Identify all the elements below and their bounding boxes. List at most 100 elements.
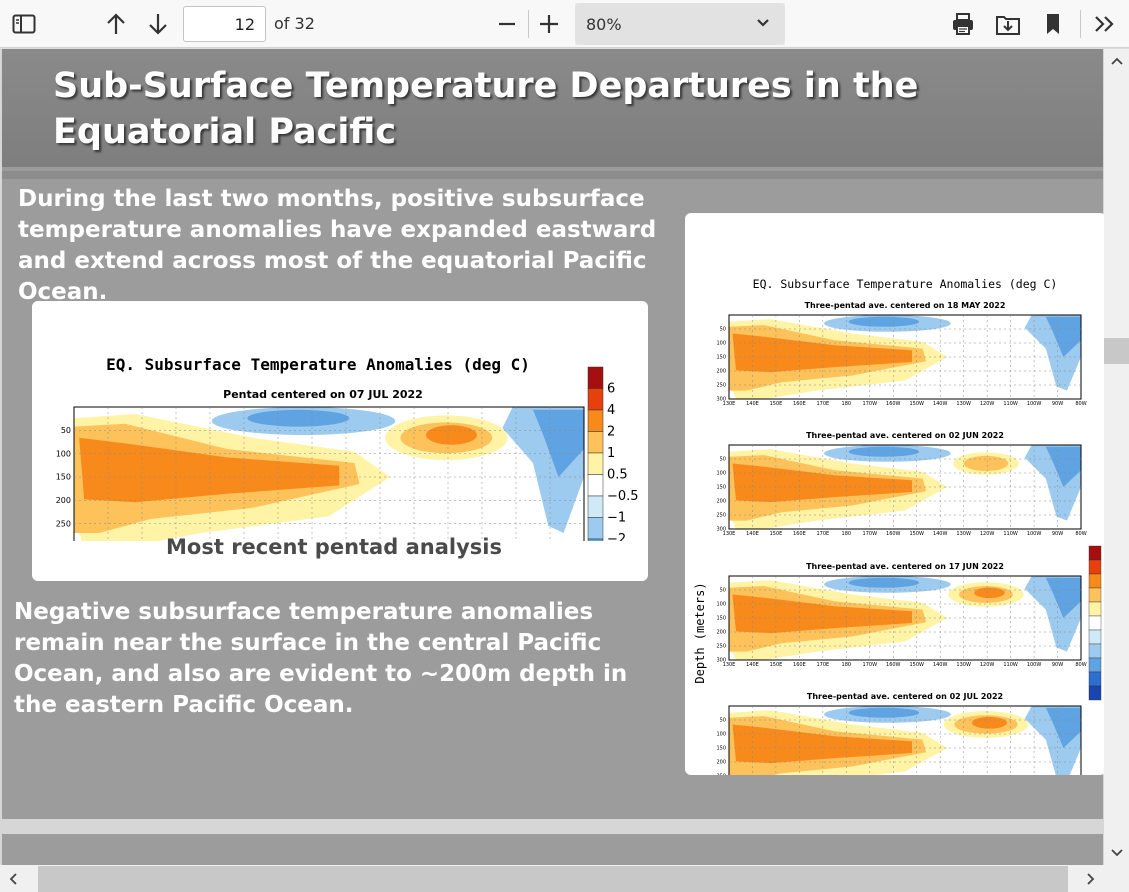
- scroll-down-button[interactable]: [1104, 842, 1129, 864]
- x-tick-label: 170W: [863, 662, 878, 668]
- scroll-right-button[interactable]: [1080, 866, 1102, 891]
- y-tick-label: 250: [716, 644, 726, 650]
- page-count-label: of 32: [274, 14, 315, 33]
- y-tick-label: 50: [720, 588, 726, 594]
- legend-swatch: [587, 474, 604, 497]
- x-tick-label: 80W: [1075, 531, 1086, 537]
- save-button[interactable]: [993, 8, 1023, 40]
- zoom-in-button[interactable]: [534, 8, 564, 40]
- y-tick-label: 200: [716, 760, 726, 766]
- previous-page-button[interactable]: [100, 8, 132, 40]
- x-tick-label: 150W: [909, 531, 924, 537]
- x-tick-label: 90W: [1052, 662, 1063, 668]
- warm-anomaly-region: [732, 333, 912, 373]
- x-tick-label: 120W: [980, 401, 995, 407]
- cool-anomaly-region: [1045, 707, 1081, 748]
- zoom-select[interactable]: 80%: [575, 3, 785, 45]
- cool-anomaly-region: [848, 446, 920, 457]
- y-tick-label: 100: [716, 341, 726, 347]
- warm-anomaly-region: [732, 594, 912, 634]
- y-axis-label: Depth (meters): [693, 582, 707, 683]
- x-tick-label: 120W: [980, 662, 995, 668]
- legend-swatch: [1088, 573, 1102, 589]
- vertical-scrollbar[interactable]: [1104, 49, 1129, 865]
- x-tick-label: 160W: [886, 531, 901, 537]
- zoom-out-button[interactable]: [492, 8, 522, 40]
- next-slide-page: [2, 834, 1103, 865]
- x-tick-label: 110W: [1003, 662, 1018, 668]
- x-tick-label: 100W: [1027, 401, 1042, 407]
- scroll-left-button[interactable]: [2, 866, 24, 891]
- toolbar-separator: [528, 10, 529, 38]
- legend-label: 0.5: [607, 468, 628, 483]
- cool-anomaly-region: [848, 316, 920, 327]
- y-tick-label: 150: [56, 473, 71, 482]
- chevron-down-icon: [757, 19, 769, 27]
- y-tick-label: 150: [716, 616, 726, 622]
- x-tick-label: 160W: [886, 401, 901, 407]
- legend-swatch: [587, 495, 604, 518]
- chevron-up-icon: [1110, 57, 1123, 65]
- cool-anomaly-region: [848, 577, 920, 588]
- zoom-in-icon: [540, 15, 558, 33]
- legend-swatch: [587, 452, 604, 475]
- legend-swatch: [587, 409, 604, 432]
- y-tick-label: 300: [716, 658, 726, 664]
- x-tick-label: 140E: [746, 662, 759, 668]
- warm-anomaly-region: [732, 463, 912, 503]
- x-tick-label: 80W: [1075, 662, 1086, 668]
- more-tools-button[interactable]: [1090, 8, 1120, 40]
- cool-anomaly-region: [1045, 577, 1081, 618]
- zoom-out-icon: [499, 22, 515, 26]
- y-tick-label: 100: [716, 602, 726, 608]
- slide-page: Sub-Surface Temperature Departures in th…: [2, 49, 1104, 819]
- vertical-scroll-thumb[interactable]: [1104, 338, 1129, 364]
- y-tick-label: 200: [716, 369, 726, 375]
- print-button[interactable]: [948, 8, 978, 40]
- chevron-right-icon: [1087, 872, 1095, 885]
- sidebar-toggle-button[interactable]: [8, 8, 40, 40]
- x-tick-label: 130E: [723, 662, 736, 668]
- cool-anomaly-region: [848, 707, 920, 718]
- slide-header-rule: [2, 171, 1103, 179]
- x-tick-label: 130E: [723, 401, 736, 407]
- y-tick-label: 50: [720, 718, 726, 724]
- x-tick-label: 170E: [817, 531, 830, 537]
- y-tick-label: 50: [720, 457, 726, 463]
- pentad-anomaly-chart: EQ. Subsurface Temperature Anomalies (de…: [56, 355, 639, 541]
- horizontal-scroll-thumb[interactable]: [38, 866, 1068, 892]
- legend-swatch: [587, 388, 604, 411]
- y-tick-label: 100: [716, 732, 726, 738]
- slide-paragraph-1: During the last two months, positive sub…: [18, 186, 657, 305]
- x-tick-label: 150W: [909, 401, 924, 407]
- x-tick-label: 170E: [817, 662, 830, 668]
- y-tick-label: 300: [716, 397, 726, 403]
- x-tick-label: 110W: [1003, 531, 1018, 537]
- most-recent-pentad-figure: EQ. Subsurface Temperature Anomalies (de…: [32, 301, 648, 581]
- scroll-up-button[interactable]: [1104, 50, 1129, 72]
- x-tick-label: 80W: [1075, 401, 1086, 407]
- panel-subtitle: Three-pentad ave. centered on 02 JUN 202…: [806, 431, 1004, 440]
- next-page-button[interactable]: [142, 8, 174, 40]
- y-tick-label: 250: [716, 383, 726, 389]
- y-tick-label: 200: [716, 630, 726, 636]
- panel-subtitle: Three-pentad ave. centered on 17 JUN 202…: [806, 562, 1004, 571]
- print-icon: [953, 13, 973, 35]
- legend-swatch: [587, 366, 604, 389]
- y-tick-label: 150: [716, 485, 726, 491]
- x-tick-label: 110W: [1003, 401, 1018, 407]
- scrollbar-corner: [1104, 865, 1129, 892]
- x-tick-label: 120W: [980, 531, 995, 537]
- warm-anomaly-region: [963, 455, 1009, 472]
- zoom-value: 80%: [586, 14, 622, 34]
- legend-label: 4: [607, 403, 615, 418]
- cool-anomaly-region: [1045, 446, 1081, 487]
- legend-label: −0.5: [607, 489, 639, 504]
- bookmark-button[interactable]: [1038, 8, 1068, 40]
- legend-swatch: [1088, 601, 1102, 617]
- page-number-input[interactable]: [183, 6, 266, 42]
- document-viewport[interactable]: Sub-Surface Temperature Departures in th…: [0, 49, 1104, 865]
- cool-anomaly-region: [1045, 316, 1081, 357]
- three-pentad-figure: EQ. Subsurface Temperature Anomalies (de…: [685, 213, 1104, 775]
- pdf-toolbar: of 32 80%: [0, 0, 1129, 48]
